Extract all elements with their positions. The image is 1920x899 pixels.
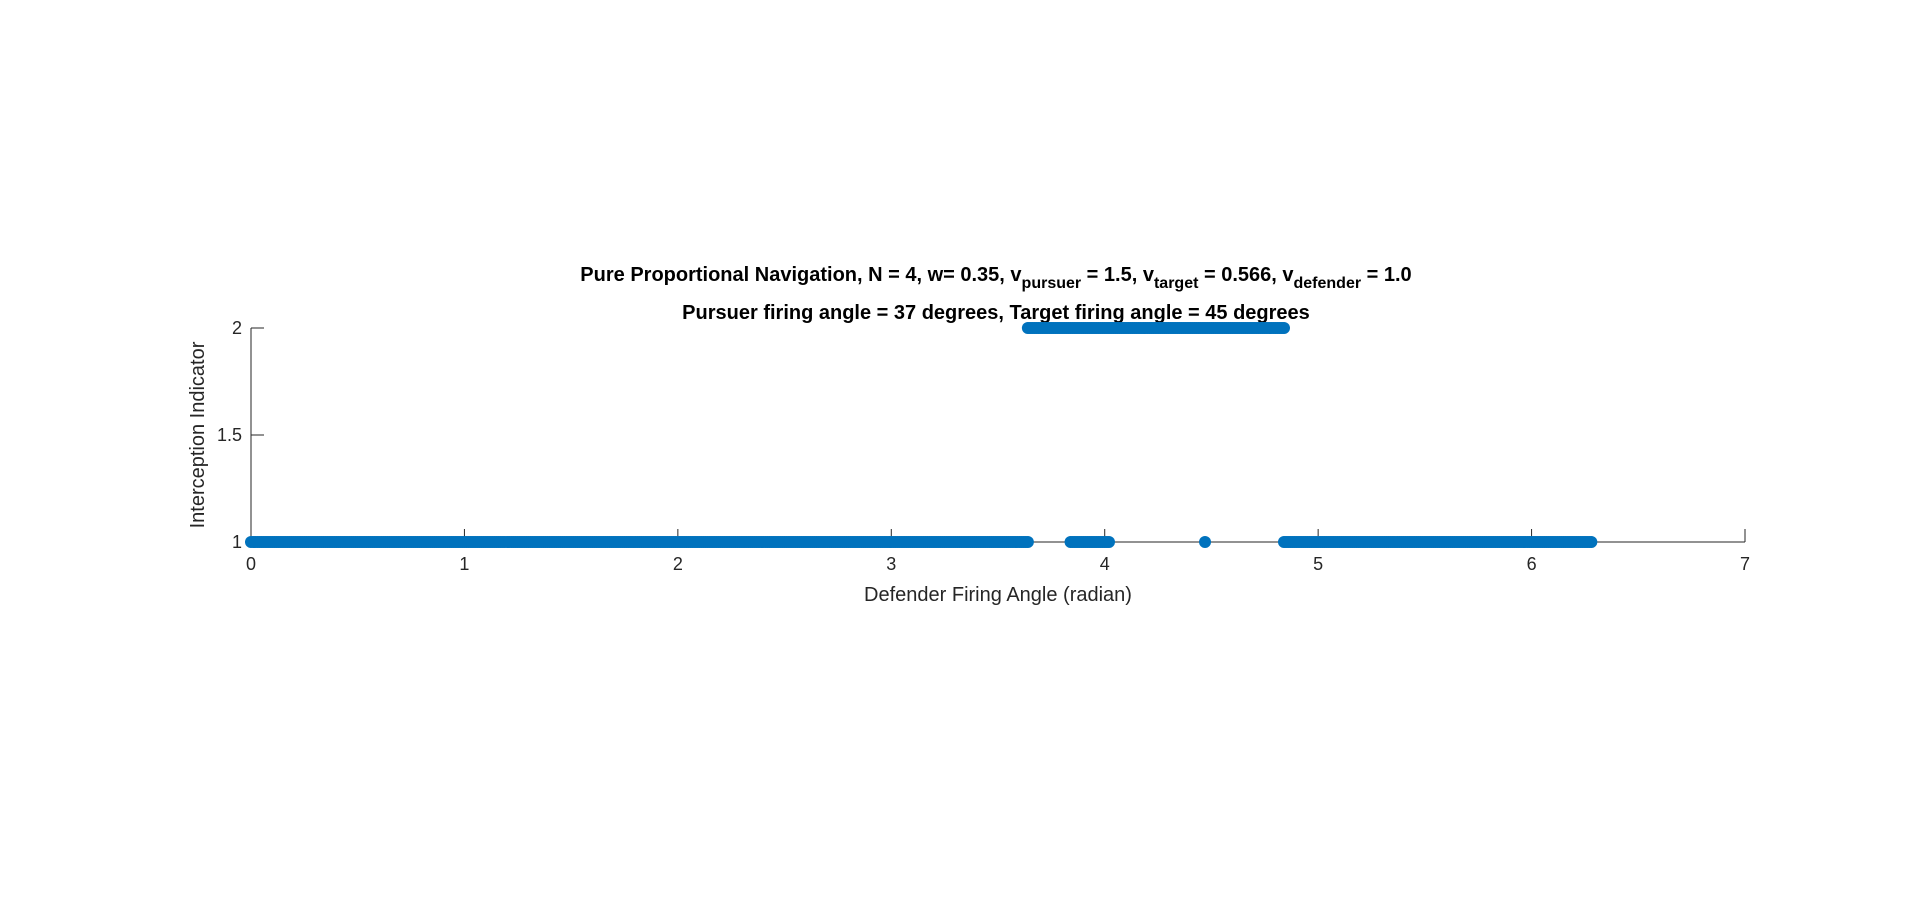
x-tick-label: 2 xyxy=(673,554,683,574)
x-tick-label: 4 xyxy=(1100,554,1110,574)
chart-title-line1: Pure Proportional Navigation, N = 4, w= … xyxy=(580,264,1411,292)
x-tick-label: 3 xyxy=(886,554,896,574)
x-tick-label: 1 xyxy=(459,554,469,574)
y-tick-label: 1 xyxy=(232,532,242,552)
y-axis-label: Interception Indicator xyxy=(187,341,209,528)
ticks: 0 1 2 3 4 5 6 711.52 xyxy=(217,318,1750,574)
data-point xyxy=(1021,536,1034,548)
x-tick-label: 7 xyxy=(1740,554,1750,574)
data-point xyxy=(1277,322,1290,334)
data-point xyxy=(1585,536,1598,548)
x-tick-label: 5 xyxy=(1313,554,1323,574)
y-tick-label: 1.5 xyxy=(217,425,242,445)
data-point xyxy=(1102,536,1115,548)
x-tick-label: 6 xyxy=(1527,554,1537,574)
data-point xyxy=(1199,536,1212,548)
x-axis-label: Defender Firing Angle (radian) xyxy=(864,584,1132,606)
chart-title-line2: Pursuer firing angle = 37 degrees, Targe… xyxy=(682,302,1310,324)
y-tick-label: 2 xyxy=(232,318,242,338)
data-points xyxy=(245,322,1598,548)
x-tick-label: 0 xyxy=(246,554,256,574)
